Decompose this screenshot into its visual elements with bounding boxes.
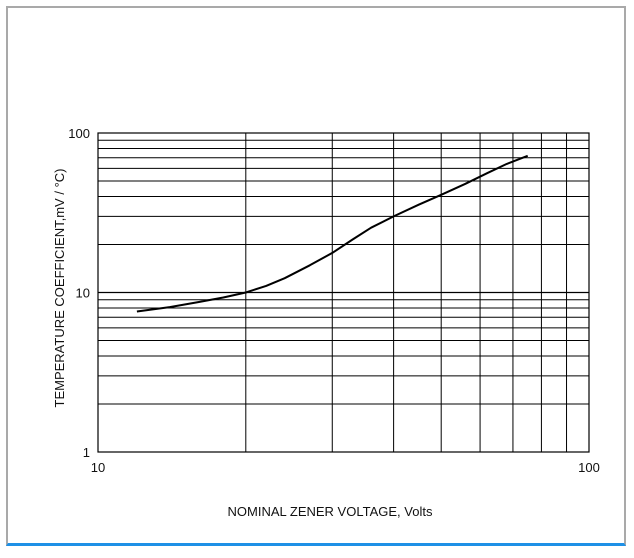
x-tick-label: 100 (578, 460, 600, 475)
chart-frame (6, 6, 626, 546)
x-tick-label: 10 (91, 460, 105, 475)
y-axis-label: TEMPERATURE COEFFICIENT,mV / °C) (52, 169, 67, 408)
y-tick-label: 100 (68, 126, 90, 141)
grid (97, 132, 590, 453)
y-tick-label: 1 (83, 445, 90, 460)
x-axis-label: NOMINAL ZENER VOLTAGE, Volts (228, 504, 433, 519)
y-tick-label: 10 (76, 286, 90, 301)
series-line (136, 154, 529, 313)
series-layer (136, 154, 529, 313)
